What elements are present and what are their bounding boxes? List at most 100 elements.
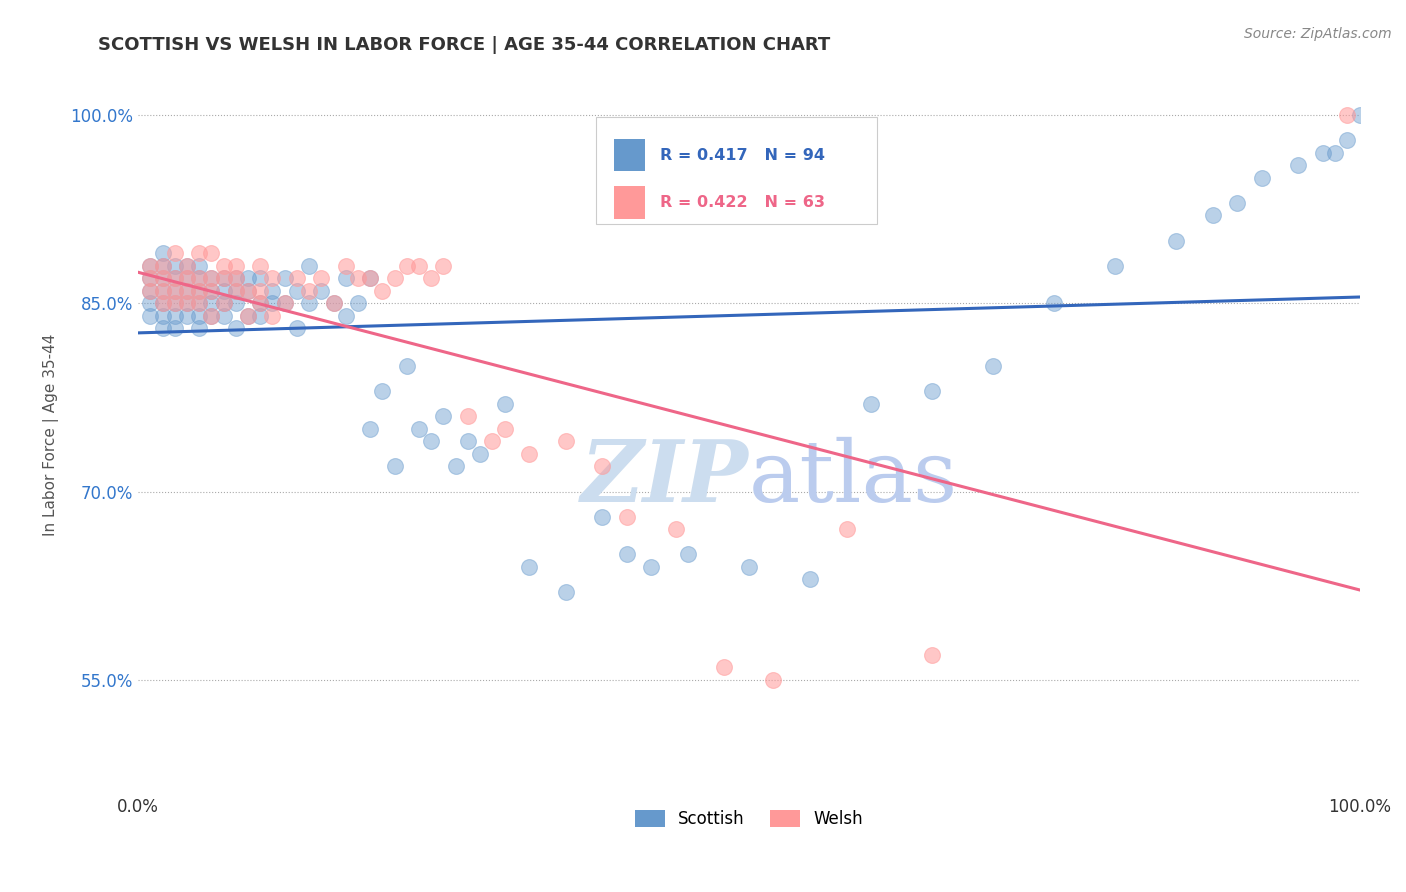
Point [200, 271, 222, 285]
Point [176, 259, 198, 273]
Point [200, 284, 222, 298]
Point [591, 509, 613, 524]
Point [1336, 108, 1358, 122]
Point [664, 522, 686, 536]
Point [188, 284, 211, 298]
Bar [614, 139, 645, 171]
Point [176, 296, 198, 310]
Point [163, 296, 186, 310]
Point [859, 397, 882, 411]
Point [738, 559, 761, 574]
Point [481, 434, 503, 449]
Point [1202, 209, 1225, 223]
Point [152, 259, 174, 273]
Point [176, 284, 198, 298]
Y-axis label: In Labor Force | Age 35-44: In Labor Force | Age 35-44 [44, 334, 59, 536]
Point [335, 259, 357, 273]
Point [432, 409, 454, 424]
Point [335, 309, 357, 323]
Point [188, 271, 211, 285]
Point [322, 296, 344, 310]
Point [188, 309, 211, 323]
Point [554, 434, 576, 449]
Point [188, 259, 211, 273]
Point [273, 296, 295, 310]
Point [262, 296, 284, 310]
Point [212, 271, 235, 285]
Point [1226, 195, 1249, 210]
Point [249, 296, 271, 310]
Point [457, 434, 479, 449]
Text: R = 0.422   N = 63: R = 0.422 N = 63 [659, 195, 825, 210]
Point [236, 271, 259, 285]
Point [921, 384, 943, 398]
Point [384, 459, 406, 474]
Point [188, 321, 211, 335]
Point [188, 296, 211, 310]
Point [152, 259, 174, 273]
Point [322, 296, 344, 310]
Point [249, 271, 271, 285]
Point [200, 309, 222, 323]
Text: atlas: atlas [749, 436, 957, 519]
Point [152, 271, 174, 285]
Point [176, 296, 198, 310]
Point [799, 572, 821, 586]
Point [152, 284, 174, 298]
Point [395, 359, 418, 373]
Point [152, 321, 174, 335]
Point [225, 271, 247, 285]
Point [468, 447, 491, 461]
Point [517, 559, 540, 574]
Point [1250, 170, 1272, 185]
Point [152, 296, 174, 310]
Point [212, 296, 235, 310]
Point [152, 284, 174, 298]
Point [285, 321, 308, 335]
Point [200, 296, 222, 310]
Point [225, 271, 247, 285]
Point [1166, 234, 1188, 248]
Point [311, 284, 333, 298]
Point [444, 459, 467, 474]
Point [139, 271, 162, 285]
Point [273, 271, 295, 285]
Point [225, 284, 247, 298]
Point [1104, 259, 1126, 273]
Point [298, 296, 321, 310]
Point [225, 284, 247, 298]
Point [163, 284, 186, 298]
Point [420, 434, 443, 449]
Point [188, 246, 211, 260]
Point [236, 309, 259, 323]
Point [371, 284, 394, 298]
Point [212, 309, 235, 323]
Point [139, 309, 162, 323]
Point [262, 271, 284, 285]
Point [249, 284, 271, 298]
Point [139, 271, 162, 285]
Text: SCOTTISH VS WELSH IN LABOR FORCE | AGE 35-44 CORRELATION CHART: SCOTTISH VS WELSH IN LABOR FORCE | AGE 3… [98, 36, 831, 54]
Point [273, 296, 295, 310]
Point [200, 246, 222, 260]
Point [311, 271, 333, 285]
Point [163, 246, 186, 260]
Point [1312, 145, 1334, 160]
FancyBboxPatch shape [596, 117, 877, 224]
Point [212, 296, 235, 310]
Point [347, 296, 370, 310]
Point [616, 509, 638, 524]
Point [981, 359, 1004, 373]
Point [225, 259, 247, 273]
Point [285, 271, 308, 285]
Point [163, 271, 186, 285]
Point [139, 259, 162, 273]
Point [188, 271, 211, 285]
Point [1324, 145, 1347, 160]
Bar [614, 186, 645, 219]
Text: R = 0.417   N = 94: R = 0.417 N = 94 [659, 148, 825, 163]
Point [176, 271, 198, 285]
Point [262, 309, 284, 323]
Point [176, 284, 198, 298]
Point [236, 284, 259, 298]
